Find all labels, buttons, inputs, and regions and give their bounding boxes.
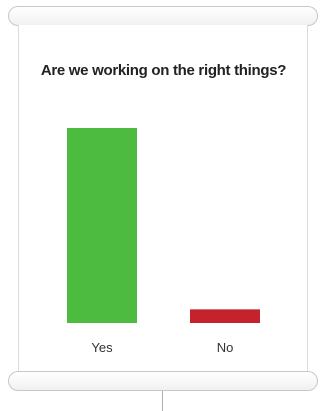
category-label-yes: Yes xyxy=(91,340,113,355)
bar-no xyxy=(190,309,260,323)
bottom-scroll-rod xyxy=(8,371,318,391)
category-label-no: No xyxy=(217,340,234,355)
bar-yes xyxy=(67,128,137,323)
chart-title: Are we working on the right things? xyxy=(40,62,287,79)
stand-pole xyxy=(162,391,163,411)
